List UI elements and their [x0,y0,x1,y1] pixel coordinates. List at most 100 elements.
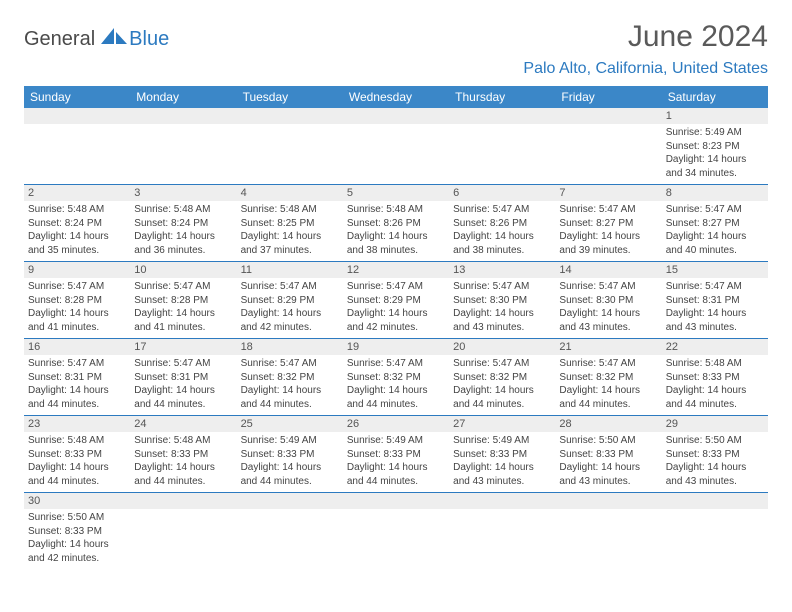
day-info: Sunrise: 5:49 AMSunset: 8:33 PMDaylight:… [237,432,343,492]
day-info [237,509,343,569]
day-number-row: 30 [24,493,768,509]
day-info: Sunrise: 5:47 AMSunset: 8:30 PMDaylight:… [555,278,661,338]
day-info: Sunrise: 5:47 AMSunset: 8:31 PMDaylight:… [662,278,768,338]
day-info: Sunrise: 5:49 AMSunset: 8:33 PMDaylight:… [449,432,555,492]
day-number [449,108,555,124]
day-number [237,108,343,124]
day-number [130,108,236,124]
day-number: 20 [449,339,555,355]
location: Palo Alto, California, United States [523,60,768,78]
day-number: 18 [237,339,343,355]
day-info: Sunrise: 5:47 AMSunset: 8:27 PMDaylight:… [662,201,768,261]
day-info: Sunrise: 5:49 AMSunset: 8:23 PMDaylight:… [662,124,768,184]
day-info [449,509,555,569]
day-info [555,124,661,184]
day-info [449,124,555,184]
day-info [130,509,236,569]
day-number: 19 [343,339,449,355]
day-number: 11 [237,262,343,278]
day-info: Sunrise: 5:47 AMSunset: 8:30 PMDaylight:… [449,278,555,338]
day-info: Sunrise: 5:48 AMSunset: 8:24 PMDaylight:… [24,201,130,261]
day-info: Sunrise: 5:47 AMSunset: 8:27 PMDaylight:… [555,201,661,261]
day-info: Sunrise: 5:47 AMSunset: 8:32 PMDaylight:… [237,355,343,415]
day-info: Sunrise: 5:50 AMSunset: 8:33 PMDaylight:… [662,432,768,492]
day-info [662,509,768,569]
day-number [555,493,661,509]
day-info-row: Sunrise: 5:47 AMSunset: 8:31 PMDaylight:… [24,355,768,416]
day-number: 5 [343,185,449,201]
day-number: 12 [343,262,449,278]
logo: General Blue [24,26,169,53]
day-number: 3 [130,185,236,201]
weekday-header: Saturday [662,86,768,108]
day-number: 28 [555,416,661,432]
day-info: Sunrise: 5:50 AMSunset: 8:33 PMDaylight:… [555,432,661,492]
day-number: 24 [130,416,236,432]
day-info [130,124,236,184]
day-info: Sunrise: 5:47 AMSunset: 8:32 PMDaylight:… [343,355,449,415]
day-number: 7 [555,185,661,201]
day-number [662,493,768,509]
day-info: Sunrise: 5:48 AMSunset: 8:33 PMDaylight:… [662,355,768,415]
day-info: Sunrise: 5:47 AMSunset: 8:32 PMDaylight:… [555,355,661,415]
day-number: 15 [662,262,768,278]
logo-text-blue: Blue [129,28,169,51]
day-info [343,124,449,184]
day-number: 23 [24,416,130,432]
day-info: Sunrise: 5:47 AMSunset: 8:29 PMDaylight:… [343,278,449,338]
day-number: 9 [24,262,130,278]
calendar: Sunday Monday Tuesday Wednesday Thursday… [24,86,768,569]
day-info: Sunrise: 5:48 AMSunset: 8:24 PMDaylight:… [130,201,236,261]
logo-sail-icon [101,26,127,49]
day-number-row: 16171819202122 [24,339,768,355]
day-number-row: 2345678 [24,185,768,201]
day-number [449,493,555,509]
day-info [237,124,343,184]
day-info-row: Sunrise: 5:48 AMSunset: 8:24 PMDaylight:… [24,201,768,262]
day-info-row: Sunrise: 5:50 AMSunset: 8:33 PMDaylight:… [24,509,768,569]
day-number: 27 [449,416,555,432]
day-number: 25 [237,416,343,432]
day-number [237,493,343,509]
day-number: 2 [24,185,130,201]
day-info: Sunrise: 5:47 AMSunset: 8:31 PMDaylight:… [130,355,236,415]
day-info: Sunrise: 5:47 AMSunset: 8:32 PMDaylight:… [449,355,555,415]
day-info: Sunrise: 5:47 AMSunset: 8:26 PMDaylight:… [449,201,555,261]
weekday-header: Friday [555,86,661,108]
day-number [343,108,449,124]
day-info: Sunrise: 5:48 AMSunset: 8:25 PMDaylight:… [237,201,343,261]
day-info: Sunrise: 5:48 AMSunset: 8:26 PMDaylight:… [343,201,449,261]
day-number: 1 [662,108,768,124]
day-number: 13 [449,262,555,278]
day-number: 6 [449,185,555,201]
day-number [24,108,130,124]
weekday-header: Sunday [24,86,130,108]
day-number: 29 [662,416,768,432]
day-number: 8 [662,185,768,201]
weekday-header-row: Sunday Monday Tuesday Wednesday Thursday… [24,86,768,108]
day-number: 26 [343,416,449,432]
day-info: Sunrise: 5:47 AMSunset: 8:28 PMDaylight:… [24,278,130,338]
header: General Blue June 2024 Palo Alto, Califo… [24,20,768,78]
day-number-row: 9101112131415 [24,262,768,278]
day-number-row: 1 [24,108,768,124]
day-info: Sunrise: 5:48 AMSunset: 8:33 PMDaylight:… [130,432,236,492]
day-info [343,509,449,569]
day-number: 22 [662,339,768,355]
day-info-row: Sunrise: 5:48 AMSunset: 8:33 PMDaylight:… [24,432,768,493]
day-number [343,493,449,509]
weekday-header: Wednesday [343,86,449,108]
day-number: 17 [130,339,236,355]
weekday-header: Monday [130,86,236,108]
day-info-row: Sunrise: 5:47 AMSunset: 8:28 PMDaylight:… [24,278,768,339]
weekday-header: Tuesday [237,86,343,108]
day-number: 4 [237,185,343,201]
title-block: June 2024 Palo Alto, California, United … [523,20,768,78]
day-number: 21 [555,339,661,355]
day-number [555,108,661,124]
day-number-row: 23242526272829 [24,416,768,432]
month-title: June 2024 [523,20,768,54]
day-info-row: Sunrise: 5:49 AMSunset: 8:23 PMDaylight:… [24,124,768,185]
day-number: 10 [130,262,236,278]
day-number: 14 [555,262,661,278]
